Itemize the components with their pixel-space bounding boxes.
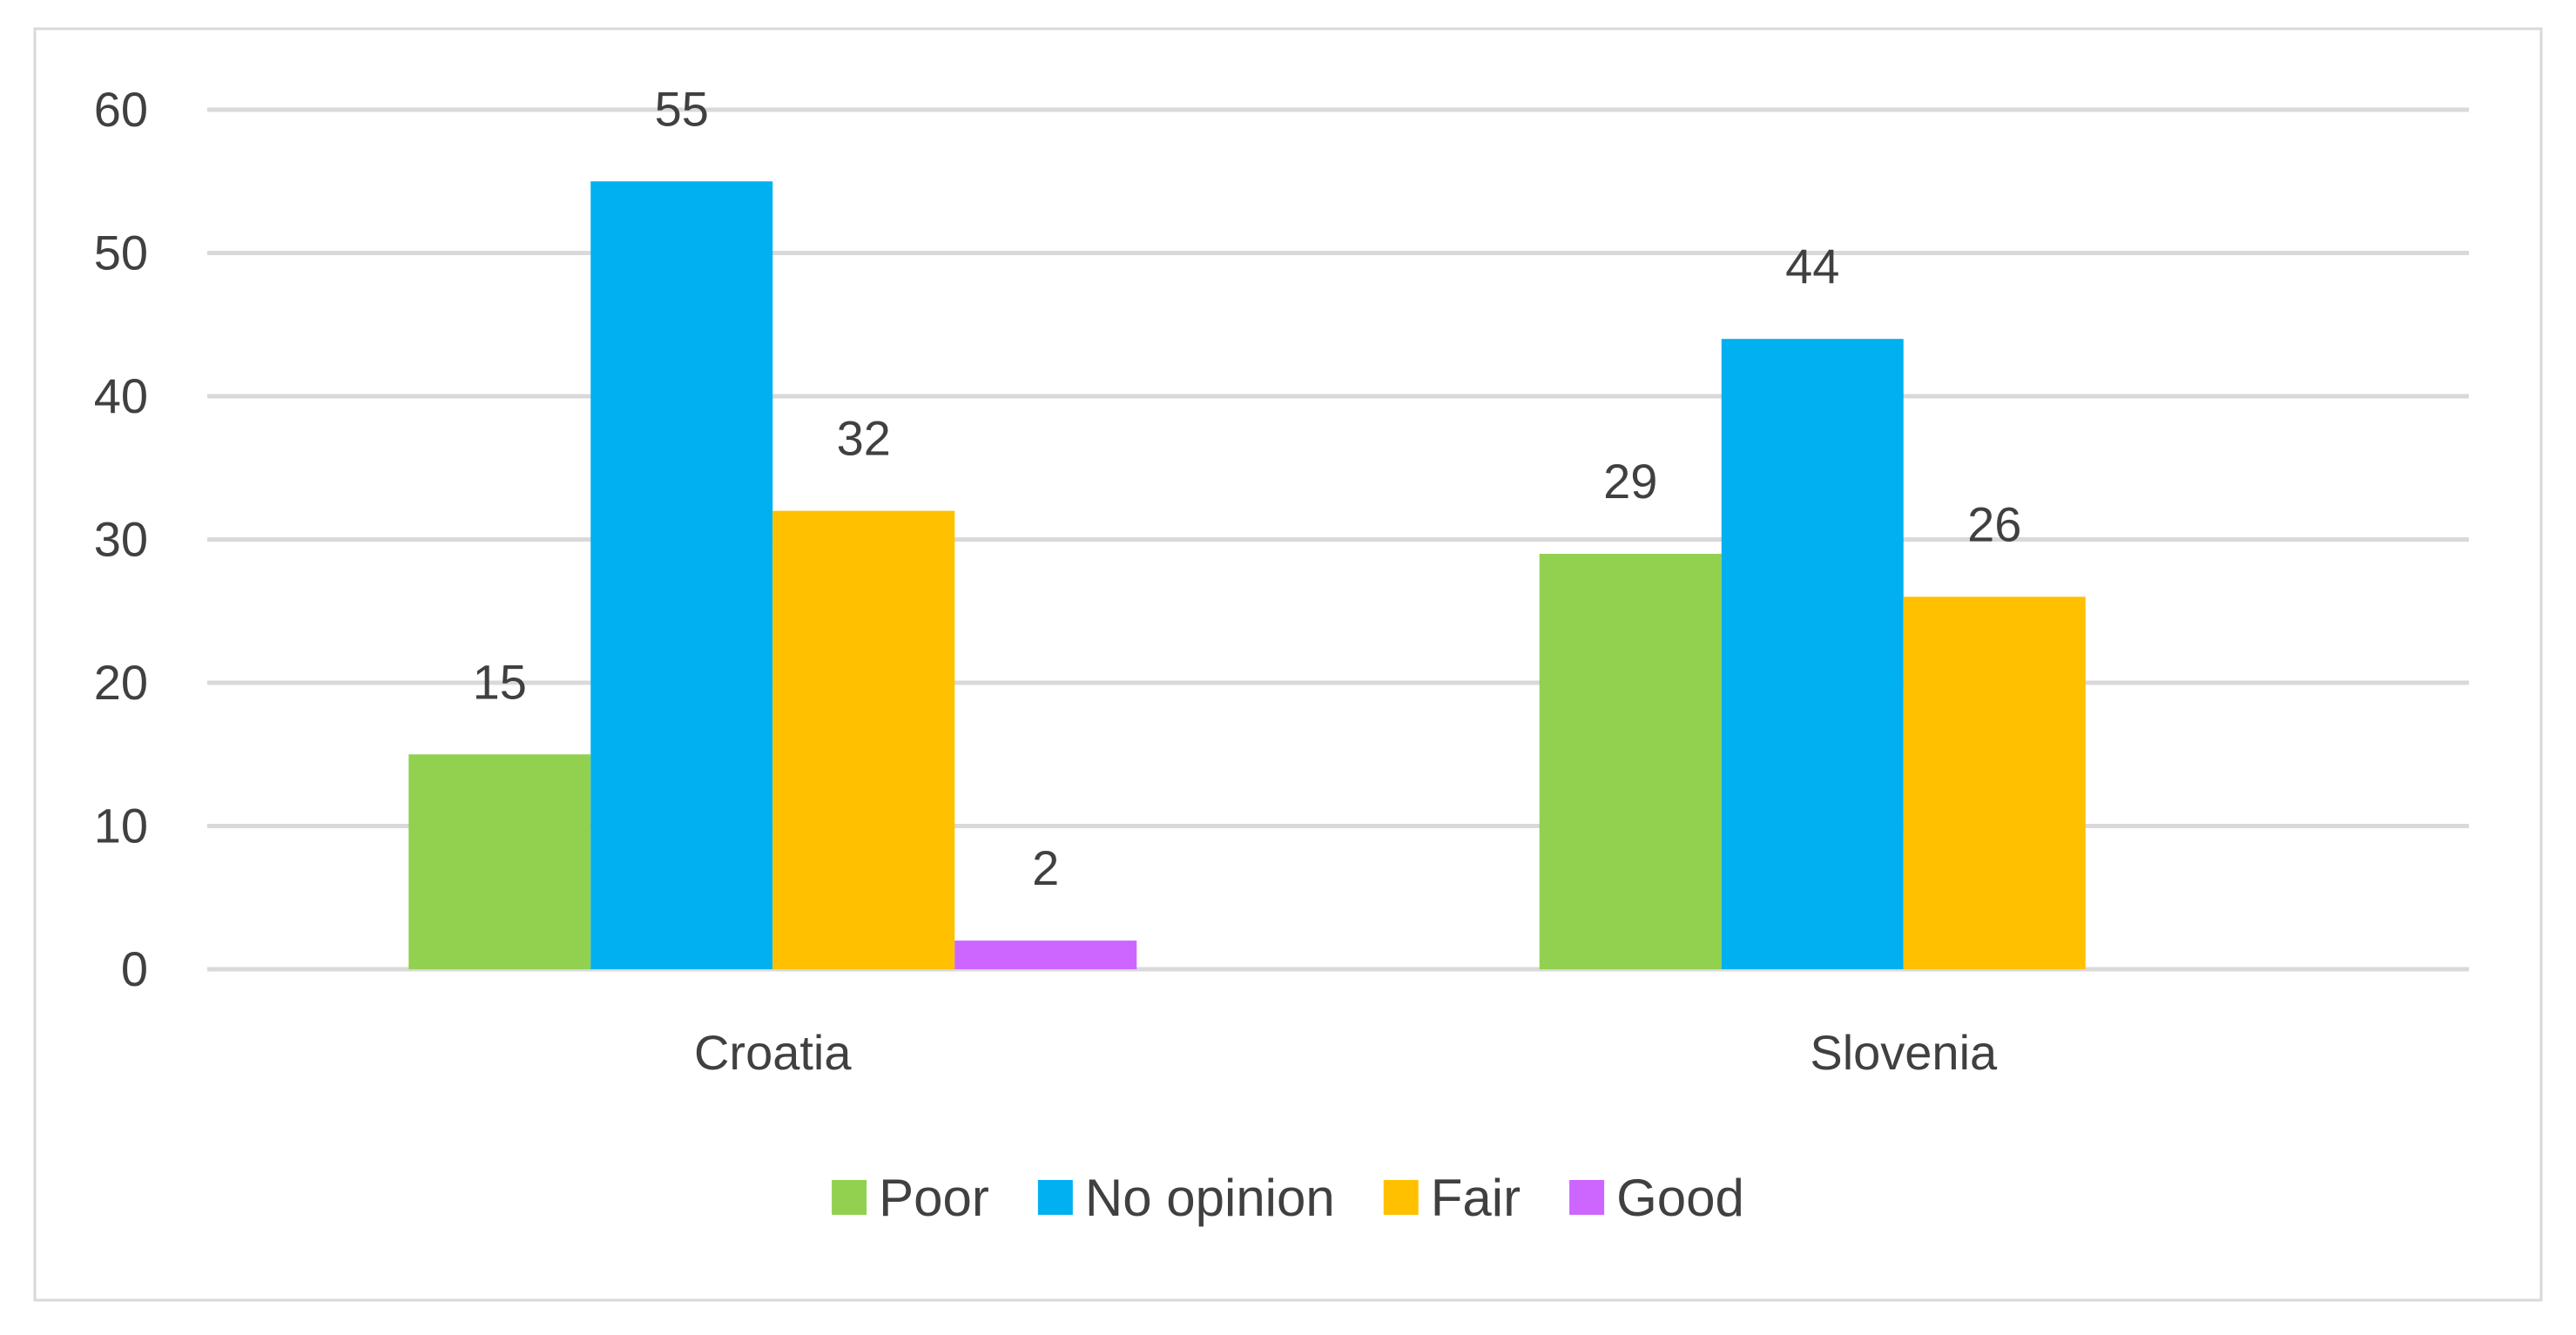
legend-item-no-opinion: No opinion	[1037, 1169, 1335, 1227]
y-axis-tick-labels: 0 10 20 30 40 50 60	[94, 82, 148, 996]
data-label: 15	[473, 654, 527, 709]
legend-swatch	[832, 1180, 867, 1215]
legend-label: No opinion	[1085, 1169, 1335, 1227]
bars	[408, 181, 2086, 969]
bar-fair	[1903, 597, 2086, 969]
legend-label: Good	[1616, 1169, 1744, 1227]
x-tick-label: Slovenia	[1810, 1025, 1998, 1080]
y-tick-label: 0	[121, 941, 148, 996]
legend-label: Fair	[1431, 1169, 1521, 1227]
legend-swatch	[1569, 1180, 1605, 1215]
data-label: 26	[1967, 496, 2021, 551]
y-tick-label: 60	[94, 82, 148, 137]
x-axis-tick-labels: Croatia Slovenia	[694, 1025, 1998, 1080]
chart-border	[33, 27, 2543, 1302]
y-tick-label: 10	[94, 799, 148, 853]
y-tick-label: 40	[94, 368, 148, 423]
legend-item-poor: Poor	[832, 1169, 989, 1227]
data-label: 29	[1603, 454, 1657, 509]
y-tick-label: 30	[94, 512, 148, 567]
legend-swatch	[1037, 1180, 1073, 1215]
bar-fair	[772, 510, 955, 969]
legend-swatch	[1383, 1180, 1419, 1215]
y-tick-label: 20	[94, 655, 148, 710]
bar-no-opinion	[590, 181, 773, 969]
bar-no-opinion	[1721, 339, 1904, 969]
x-tick-label: Croatia	[694, 1025, 852, 1080]
legend: Poor No opinion Fair Good	[832, 1169, 1744, 1227]
y-tick-label: 50	[94, 226, 148, 280]
legend-item-fair: Fair	[1383, 1169, 1521, 1227]
bar-good	[954, 941, 1137, 969]
data-label: 2	[1032, 840, 1059, 895]
data-label: 44	[1785, 239, 1839, 293]
bar-poor	[408, 754, 591, 969]
data-label: 32	[837, 411, 891, 466]
legend-item-good: Good	[1569, 1169, 1744, 1227]
data-label: 55	[655, 81, 709, 136]
legend-label: Poor	[879, 1169, 989, 1227]
bar-poor	[1539, 553, 1722, 969]
data-labels: 15 55 32 2 29 44 26	[473, 81, 2022, 895]
